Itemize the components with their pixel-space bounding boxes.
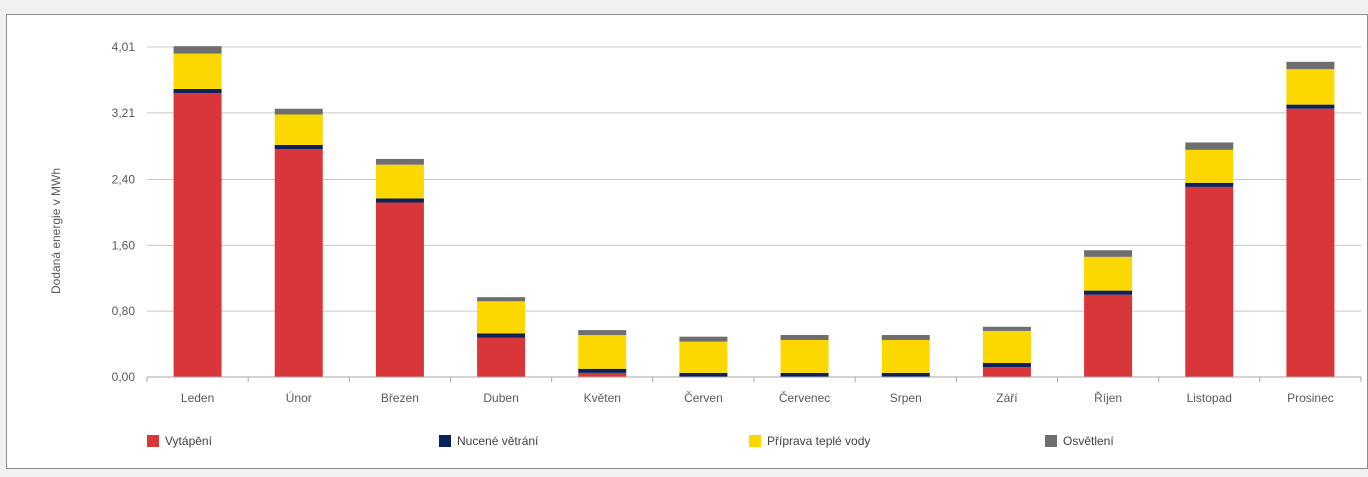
- bar-segment: [881, 339, 930, 373]
- x-tick-label: Prosinec: [1287, 391, 1334, 405]
- x-tick-label: Září: [996, 391, 1018, 405]
- bar-segment: [982, 326, 1031, 331]
- bar-segment: [982, 363, 1031, 368]
- legend: Vytápění Nucené větrání Příprava teplé vod…: [147, 434, 1114, 448]
- legend-label: Nucené větrání: [457, 434, 539, 448]
- y-axis-label: Dodaná energie v MWh: [49, 168, 63, 294]
- bar-segment: [1185, 182, 1234, 187]
- bar-segment: [679, 341, 728, 373]
- legend-label: Osvětlení: [1063, 434, 1114, 448]
- y-tick-label: 1,60: [112, 238, 136, 252]
- legend-swatch: [147, 435, 159, 447]
- bar-segment: [780, 339, 829, 373]
- bar-segment: [578, 368, 627, 373]
- bar-segment: [1084, 250, 1133, 257]
- bar-segment: [1084, 290, 1133, 295]
- x-tick-label: Březen: [381, 391, 419, 405]
- gridlines: [147, 46, 1361, 312]
- bar-segment: [477, 301, 526, 334]
- y-tick-label: 0,00: [112, 370, 136, 384]
- bar-segment: [1084, 294, 1133, 377]
- stacked-bar-chart: Leden Únor Březen Duben Květen Červen Červenec…: [49, 40, 1362, 448]
- bar-segment: [477, 333, 526, 338]
- legend-swatch: [439, 435, 451, 447]
- x-tick-label: Listopad: [1187, 391, 1232, 405]
- bar-segment: [173, 88, 222, 94]
- bar-segment: [1185, 186, 1234, 377]
- y-tick-label: 0,80: [112, 304, 136, 318]
- x-tick-label: Červenec: [779, 390, 830, 405]
- y-tick-label: 3,21: [112, 106, 136, 120]
- bar-segment: [274, 144, 323, 150]
- x-axis: Leden Únor Březen Duben Květen Červen Červenec…: [146, 376, 1362, 405]
- bar-segment: [1286, 61, 1335, 70]
- chart-panel: Leden Únor Březen Duben Květen Červen Červenec…: [6, 14, 1368, 469]
- bar-segment: [173, 46, 222, 54]
- bar-segment: [578, 335, 627, 369]
- bar-segment: [375, 164, 424, 199]
- x-tick-label: Únor: [286, 390, 312, 405]
- x-tick-label: Duben: [483, 391, 518, 405]
- bar-segment: [1286, 108, 1335, 377]
- bar-segment: [679, 372, 728, 377]
- bar-segment: [375, 198, 424, 203]
- bar-segment: [881, 335, 930, 340]
- bar-segment: [1185, 149, 1234, 183]
- x-tick-label: Srpen: [890, 391, 922, 405]
- x-tick-label: Leden: [181, 391, 214, 405]
- y-tick-label: 2,40: [112, 172, 136, 186]
- bar-segment: [881, 372, 930, 377]
- bar-segment: [1286, 69, 1335, 105]
- bar-segment: [780, 372, 829, 377]
- bar-segment: [982, 367, 1031, 377]
- x-tick-label: Červen: [684, 390, 723, 405]
- bar-segment: [375, 202, 424, 377]
- bar-segment: [982, 330, 1031, 364]
- legend-label: Příprava teplé vody: [767, 434, 870, 448]
- bar-segment: [1286, 104, 1335, 109]
- bar-segment: [173, 53, 222, 89]
- bar-segment: [679, 336, 728, 342]
- bar-segment: [1185, 142, 1234, 150]
- bar-segment: [578, 372, 627, 377]
- x-tick-label: Říjen: [1094, 390, 1122, 405]
- bar-segment: [274, 114, 323, 145]
- bar-segment: [780, 335, 829, 340]
- bar-segment: [477, 337, 526, 377]
- bar-segment: [274, 149, 323, 377]
- legend-swatch: [749, 435, 761, 447]
- bar-segment: [477, 297, 526, 302]
- y-tick-label: 4,01: [112, 40, 136, 54]
- bars: [173, 46, 1335, 378]
- x-tick-label: Květen: [584, 391, 621, 405]
- legend-swatch: [1045, 435, 1057, 447]
- bar-segment: [1084, 256, 1133, 291]
- y-axis: 0,00 0,80 1,60 2,40 3,21 4,01: [112, 40, 136, 384]
- bar-segment: [375, 158, 424, 165]
- bar-segment: [173, 93, 222, 378]
- legend-label: Vytápění: [165, 434, 213, 448]
- bar-segment: [578, 330, 627, 336]
- bar-segment: [274, 108, 323, 115]
